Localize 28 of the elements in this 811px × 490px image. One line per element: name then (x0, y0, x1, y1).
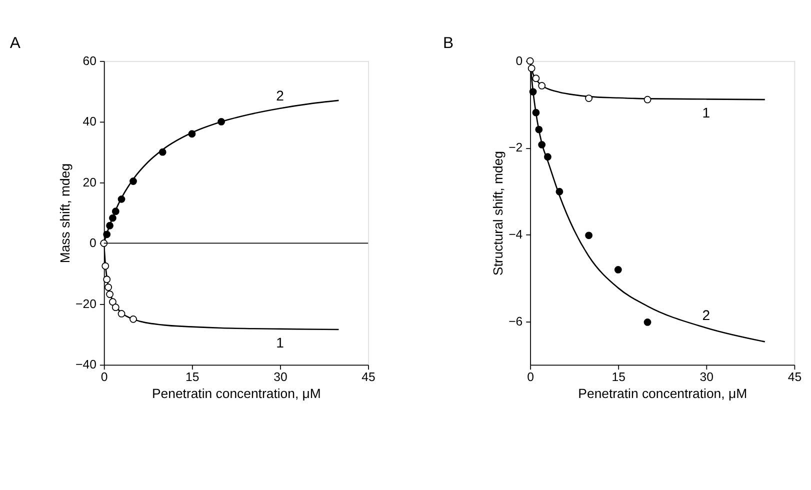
x-tick-label: 0 (527, 370, 534, 384)
x-tick-label: 30 (700, 370, 714, 384)
y-tick-label: −6 (508, 314, 523, 328)
y-tick-label: 0 (90, 236, 97, 250)
y-tick-label: 60 (82, 54, 97, 68)
series-label: 2 (702, 306, 710, 323)
y-tick-label: −4 (508, 228, 523, 242)
y-tick-label: 20 (82, 175, 97, 190)
x-tick-label: 45 (788, 370, 802, 384)
series-label: 1 (702, 104, 710, 121)
chart-title: B (442, 34, 454, 52)
x-tick-label: 30 (274, 370, 288, 384)
series-label: 2 (276, 87, 284, 104)
y-tick-label: 0 (516, 54, 523, 68)
y-tick-label: 40 (82, 114, 97, 129)
y-tick-label: −2 (508, 140, 523, 155)
x-tick-label: 15 (612, 370, 626, 384)
series-label: 1 (276, 334, 284, 350)
x-tick-label: 0 (100, 370, 108, 384)
y-tick-label: −20 (76, 296, 97, 311)
y-tick-label: −40 (76, 358, 97, 372)
x-axis-title: Penetratin concentration, μM (152, 386, 321, 401)
chart-title: A (10, 34, 21, 52)
x-axis-title: Penetratin concentration, μM (578, 386, 748, 401)
y-axis-title: Structural shift, mdeg (490, 150, 506, 276)
y-axis-title: Mass shift, mdeg (57, 163, 72, 264)
x-tick-label: 45 (362, 370, 376, 384)
x-tick-label: 15 (186, 370, 200, 384)
